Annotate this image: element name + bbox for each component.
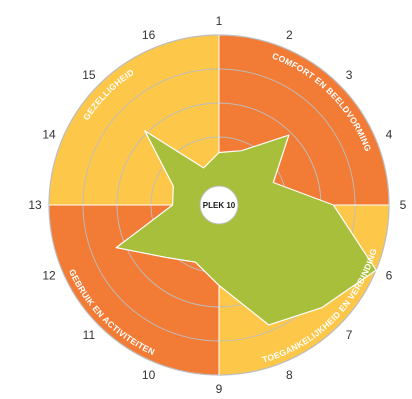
axis-label-6: 6 bbox=[386, 268, 393, 282]
axis-label-2: 2 bbox=[286, 28, 293, 42]
axis-label-7: 7 bbox=[346, 328, 353, 342]
series-polygon bbox=[115, 130, 377, 326]
axis-label-13: 13 bbox=[28, 198, 42, 212]
axis-label-4: 4 bbox=[386, 128, 393, 142]
axis-label-1: 1 bbox=[216, 14, 223, 28]
axis-label-10: 10 bbox=[142, 368, 156, 382]
axis-label-12: 12 bbox=[42, 268, 56, 282]
axis-label-15: 15 bbox=[82, 68, 96, 82]
axis-label-3: 3 bbox=[346, 68, 353, 82]
data-series bbox=[115, 130, 377, 326]
axis-label-14: 14 bbox=[42, 128, 56, 142]
center-label: PLEK 10 bbox=[203, 201, 236, 210]
axis-label-5: 5 bbox=[400, 198, 407, 212]
center-circle bbox=[199, 185, 239, 225]
axis-label-8: 8 bbox=[286, 368, 293, 382]
center-badge: PLEK 10 bbox=[199, 185, 239, 225]
axis-label-11: 11 bbox=[83, 328, 96, 342]
axis-label-16: 16 bbox=[142, 28, 156, 42]
axis-label-9: 9 bbox=[216, 382, 223, 396]
